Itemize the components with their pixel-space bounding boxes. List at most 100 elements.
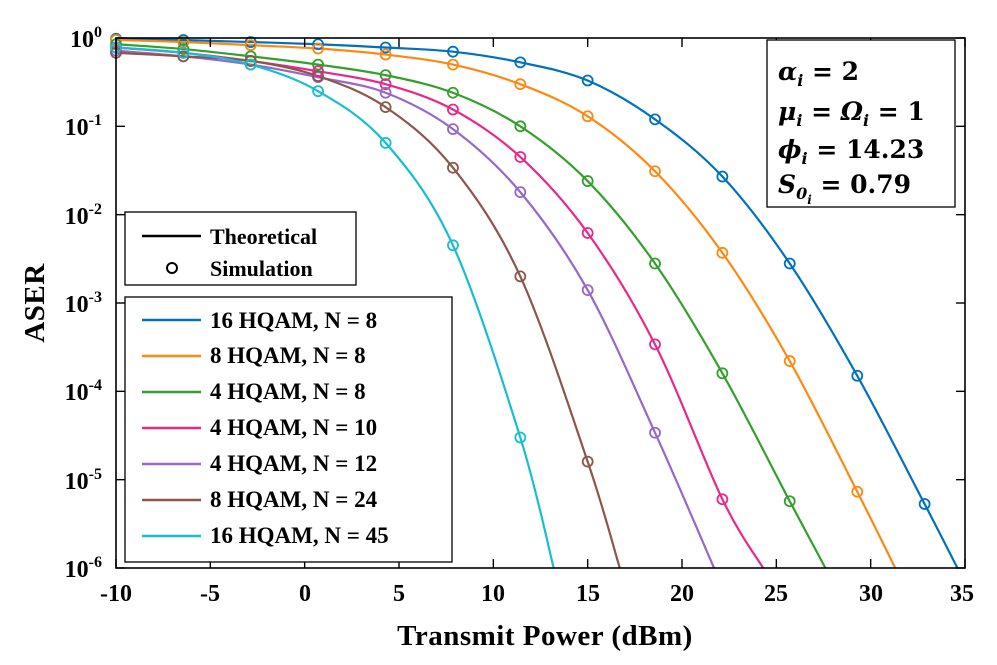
series-line [115, 38, 897, 569]
y-tick-label: 10-3 [65, 289, 102, 318]
simulation-marker [379, 86, 392, 99]
simulation-marker [379, 69, 392, 82]
series-legend-box [124, 296, 453, 563]
simulation-marker [581, 74, 594, 87]
simulation-marker [447, 123, 459, 136]
simulation-marker [581, 110, 594, 123]
simulation-marker [312, 65, 324, 78]
series-line [115, 37, 959, 569]
simulation-marker [581, 227, 594, 239]
simulation-marker [649, 257, 661, 270]
simulation-marker [244, 39, 257, 52]
simulation-marker [177, 50, 190, 63]
x-tick-label: 0 [299, 581, 311, 607]
param-s0: S0i = 0.79 [778, 170, 911, 207]
simulation-marker [514, 78, 527, 91]
param-phi: ϕi = 14.23 [778, 135, 924, 168]
parameter-box: αi = 2 μi = Ωi = 1 ϕi = 14.23 S0i = 0.79 [766, 39, 956, 208]
theoretical-label: Theoretical [210, 224, 317, 249]
simulation-marker [177, 43, 190, 55]
legend-swatches [142, 318, 201, 538]
series-line [115, 49, 716, 569]
y-tick-label: 10-4 [65, 377, 102, 406]
simulation-marker [447, 86, 459, 99]
simulation-label: Simulation [210, 256, 313, 281]
simulation-marker [514, 186, 527, 199]
simulation-marker [581, 284, 594, 296]
x-tick-label: -10 [100, 581, 132, 607]
simulation-marker [447, 103, 459, 116]
simulation-marker [244, 55, 257, 67]
legend-label: 4 HQAM, N = 12 [210, 451, 377, 476]
simulation-marker [177, 46, 190, 59]
simulation-marker [783, 257, 796, 270]
simulation-marker [783, 495, 796, 508]
axis-ticks [115, 37, 966, 569]
simulation-marker [244, 50, 257, 63]
simulation-marker [312, 70, 324, 83]
simulation-marker [244, 58, 257, 71]
x-tick-label: 20 [670, 581, 694, 607]
x-tick-label: -5 [200, 581, 220, 607]
simulation-marker [514, 270, 527, 283]
simulation-marker [312, 85, 324, 98]
simulation-marker [581, 455, 594, 468]
legend-label: 4 HQAM, N = 10 [210, 415, 377, 440]
simulation-marker [312, 38, 324, 51]
y-tick-labels: 100 10-1 10-2 10-3 10-4 10-5 10-6 [65, 24, 102, 583]
simulation-marker [649, 338, 661, 351]
simulation-marker [312, 42, 324, 55]
legend-label: 16 HQAM, N = 45 [210, 523, 389, 548]
y-tick-label: 10-1 [65, 112, 102, 141]
style-legend-box [124, 211, 357, 286]
legend-label: 4 HQAM, N = 8 [210, 379, 366, 404]
x-tick-label: 25 [764, 581, 788, 607]
y-tick-label: 10-2 [65, 201, 102, 230]
series-line [115, 46, 555, 569]
y-tick-label: 10-5 [65, 466, 102, 495]
legend-label: 8 HQAM, N = 24 [210, 487, 378, 512]
simulation-marker [581, 175, 594, 187]
simulation-marker [379, 101, 392, 114]
simulation-marker [447, 161, 459, 174]
simulation-marker [649, 426, 661, 439]
y-tick-label: 100 [70, 24, 102, 53]
simulation-marker [379, 41, 392, 54]
x-tick-label: 35 [950, 581, 974, 607]
legend-label: 16 HQAM, N = 8 [210, 308, 377, 333]
simulation-marker [783, 355, 796, 367]
simulation-marker [447, 239, 459, 252]
simulation-marker [716, 493, 729, 506]
simulation-marker [716, 170, 729, 183]
simulation-marker [312, 58, 324, 71]
simulation-marker [379, 78, 392, 91]
y-axis-label: ASER [19, 263, 51, 343]
x-tick-label: 15 [576, 581, 600, 607]
x-tick-label: 10 [481, 581, 505, 607]
x-axis-label: Transmit Power (dBm) [397, 620, 693, 652]
y-tick-label: 10-6 [65, 554, 102, 583]
x-tick-labels: -10 -5 0 5 10 15 20 25 30 35 [100, 581, 974, 607]
simulation-marker [447, 45, 459, 58]
simulation-marker [716, 246, 729, 259]
simulation-marker [918, 498, 931, 510]
param-alpha: αi = 2 [778, 57, 859, 90]
simulation-marker [716, 367, 729, 380]
simulation-marker [514, 120, 527, 133]
parameter-box-frame [766, 39, 956, 208]
simulation-marker [649, 113, 661, 126]
simulation-marker [851, 369, 864, 382]
simulation-marker [379, 136, 392, 149]
simulation-marker [514, 151, 527, 163]
simulation-marker [379, 48, 392, 61]
simulation-marker [514, 56, 527, 69]
series-legend: 16 HQAM, N = 8 8 HQAM, N = 8 4 HQAM, N =… [124, 296, 453, 563]
simulation-marker [447, 58, 459, 71]
x-tick-label: 5 [393, 581, 405, 607]
param-mu-omega: μi = Ωi = 1 [778, 97, 925, 130]
legend-label: 8 HQAM, N = 8 [210, 343, 366, 368]
simulation-marker [649, 165, 661, 178]
simulation-marker [514, 431, 527, 444]
style-legend: Theoretical Simulation [124, 211, 357, 286]
